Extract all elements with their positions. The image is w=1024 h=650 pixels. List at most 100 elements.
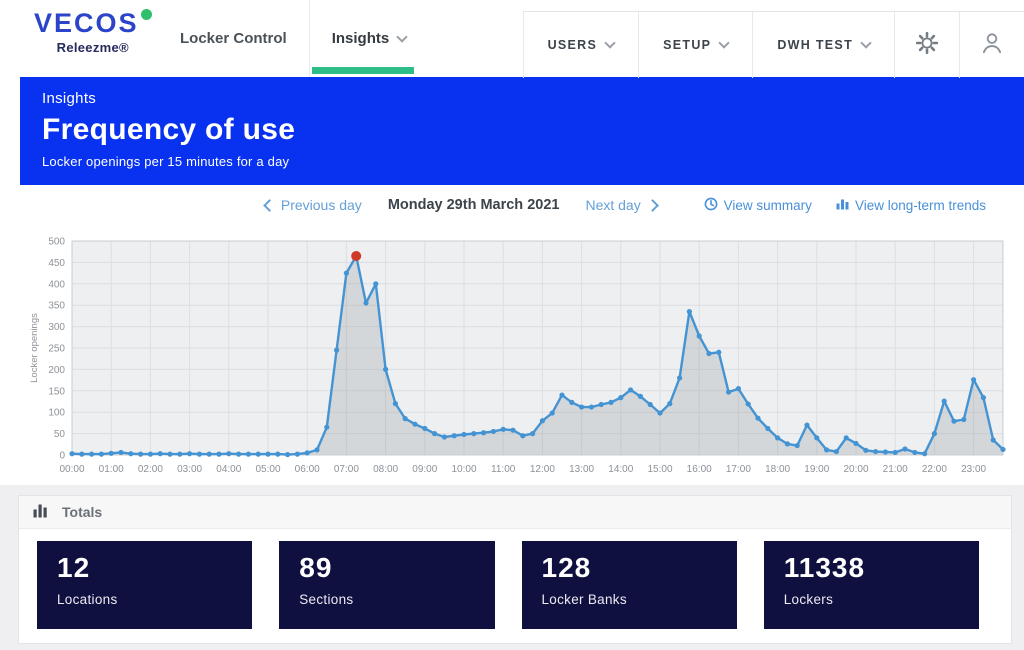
data-point bbox=[520, 433, 526, 439]
data-point bbox=[402, 416, 408, 422]
view-summary-link[interactable]: View summary bbox=[704, 197, 812, 214]
data-point bbox=[833, 448, 840, 455]
gear-icon bbox=[914, 30, 940, 61]
data-point bbox=[285, 451, 291, 458]
data-point bbox=[490, 428, 496, 435]
view-links: View summary View long-term trends bbox=[704, 185, 986, 225]
peak-marker[interactable] bbox=[351, 250, 362, 261]
data-point bbox=[304, 450, 310, 456]
menu-setup[interactable]: SETUP bbox=[638, 12, 752, 78]
data-point bbox=[696, 333, 702, 339]
data-point bbox=[618, 395, 624, 401]
data-point bbox=[686, 309, 693, 315]
page-title: Frequency of use bbox=[42, 113, 296, 146]
plot-border bbox=[71, 240, 1004, 456]
view-trends-label: View long-term trends bbox=[854, 197, 986, 213]
locker-banks-count: 128 bbox=[541, 552, 592, 583]
sections-label: Sections bbox=[299, 592, 354, 608]
data-point bbox=[863, 447, 869, 453]
data-point bbox=[530, 431, 536, 437]
data-point bbox=[314, 447, 320, 453]
account-button[interactable] bbox=[959, 12, 1024, 78]
data-point bbox=[745, 401, 751, 407]
menu-dwh-test[interactable]: DWH TEST bbox=[752, 12, 894, 78]
data-point bbox=[412, 421, 418, 427]
next-day-label: Next day bbox=[585, 197, 641, 213]
data-point bbox=[971, 377, 977, 383]
chevron-down-icon bbox=[860, 37, 872, 49]
data-point bbox=[853, 440, 859, 447]
data-point bbox=[941, 398, 947, 404]
logo-dot bbox=[140, 9, 152, 20]
sections-count: 89 bbox=[299, 552, 333, 583]
tab-locker-control-label: Locker Control bbox=[180, 30, 287, 47]
settings-button[interactable] bbox=[894, 12, 959, 78]
svg-text:200: 200 bbox=[48, 365, 65, 376]
data-point bbox=[157, 451, 163, 457]
data-point bbox=[196, 451, 202, 457]
totals-card-locker-banks: 128 Locker Banks bbox=[521, 541, 737, 629]
svg-text:06:00: 06:00 bbox=[295, 464, 320, 475]
previous-day-link[interactable]: Previous day bbox=[263, 197, 362, 213]
data-point bbox=[706, 350, 712, 357]
data-point bbox=[775, 435, 781, 441]
data-point bbox=[245, 451, 251, 457]
svg-text:14:00: 14:00 bbox=[608, 464, 633, 475]
svg-text:500: 500 bbox=[48, 237, 65, 248]
totals-card-locations: 12 Locations bbox=[37, 541, 253, 629]
data-point bbox=[69, 451, 75, 457]
logo-text: VECOS bbox=[34, 8, 139, 38]
frequency-chart-svg: 0 50 100 150 200 250 300 350 400 450 500 00:00 01:00… bbox=[29, 237, 1006, 475]
data-point bbox=[873, 448, 879, 455]
data-point bbox=[236, 451, 242, 457]
vecos-logo[interactable]: VECOS Releezme® bbox=[34, 8, 152, 55]
data-point bbox=[441, 434, 447, 440]
data-point bbox=[735, 386, 742, 392]
chevron-down-icon bbox=[396, 30, 408, 43]
date-navigation: Previous day Monday 29th March 2021 Next… bbox=[263, 185, 659, 225]
clock-icon bbox=[704, 197, 718, 214]
svg-text:10:00: 10:00 bbox=[451, 464, 476, 475]
data-point bbox=[637, 393, 644, 399]
svg-text:09:00: 09:00 bbox=[412, 464, 437, 475]
data-point bbox=[588, 404, 595, 410]
data-point bbox=[647, 401, 653, 408]
next-day-link[interactable]: Next day bbox=[585, 197, 659, 213]
data-point bbox=[579, 404, 585, 410]
svg-text:04:00: 04:00 bbox=[216, 464, 241, 475]
view-trends-link[interactable]: View long-term trends bbox=[836, 197, 986, 213]
totals-card-lockers: 11338 Lockers bbox=[763, 541, 979, 629]
data-point bbox=[265, 451, 271, 457]
chevron-right-icon bbox=[645, 198, 659, 212]
frequency-chart[interactable]: 0 50 100 150 200 250 300 350 400 450 500 00:00 01:00… bbox=[0, 225, 1024, 485]
svg-text:00:00: 00:00 bbox=[59, 464, 84, 475]
menu-users[interactable]: USERS bbox=[522, 12, 639, 78]
svg-text:300: 300 bbox=[48, 322, 65, 333]
svg-text:400: 400 bbox=[48, 279, 65, 290]
svg-text:0: 0 bbox=[59, 451, 65, 462]
data-point bbox=[961, 416, 967, 423]
data-point bbox=[108, 450, 114, 456]
menu-setup-label: SETUP bbox=[663, 38, 712, 52]
data-point bbox=[804, 422, 810, 428]
totals-header-label: Totals bbox=[62, 504, 103, 520]
data-point bbox=[147, 451, 153, 457]
data-point bbox=[255, 451, 261, 457]
breadcrumb: Insights bbox=[42, 90, 97, 107]
data-point bbox=[471, 431, 477, 437]
data-point bbox=[98, 451, 104, 457]
tab-locker-control[interactable]: Locker Control bbox=[158, 0, 309, 77]
tab-insights[interactable]: Insights bbox=[308, 0, 429, 77]
svg-text:150: 150 bbox=[48, 386, 65, 397]
data-point bbox=[882, 449, 889, 455]
svg-text:11:00: 11:00 bbox=[491, 464, 516, 475]
svg-text:19:00: 19:00 bbox=[804, 464, 829, 475]
current-date-label: Monday 29th March 2021 bbox=[387, 197, 560, 213]
data-point bbox=[167, 451, 173, 457]
svg-text:450: 450 bbox=[48, 258, 65, 269]
locations-count: 12 bbox=[57, 552, 91, 583]
data-point bbox=[79, 451, 85, 457]
data-point bbox=[549, 410, 555, 416]
svg-text:100: 100 bbox=[48, 408, 65, 419]
data-point bbox=[980, 395, 987, 401]
